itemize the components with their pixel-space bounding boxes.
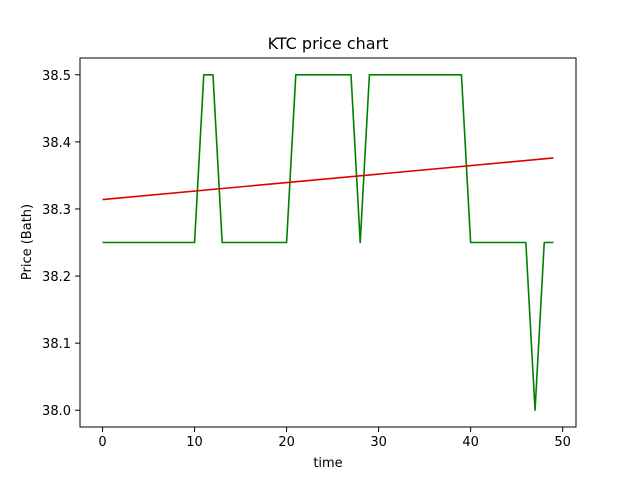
x-tick-label: 20 [278,435,295,450]
x-tick-label: 30 [370,435,387,450]
series-layer [102,73,554,412]
y-tick-label: 38.5 [42,69,71,84]
y-tick-label: 38.4 [42,136,71,151]
y-axis-label: Price (Bath) [20,204,35,280]
series-line-1 [102,157,554,201]
x-tick-label: 0 [98,435,106,450]
x-axis-label: time [313,456,342,471]
series-line-0 [102,73,554,412]
chart-title: KTC price chart [268,34,389,53]
y-tick-label: 38.3 [42,203,71,218]
y-tick-label: 38.0 [42,404,71,419]
x-axis: 0 10 20 30 40 50 [98,427,571,450]
y-axis: 38.0 38.1 38.2 38.3 38.4 38.5 [42,69,80,419]
plot-frame [79,57,577,428]
y-tick-label: 38.2 [42,270,71,285]
y-tick-label: 38.1 [42,337,71,352]
x-tick-label: 10 [186,435,203,450]
x-tick-label: 40 [462,435,479,450]
x-tick-label: 50 [554,435,571,450]
